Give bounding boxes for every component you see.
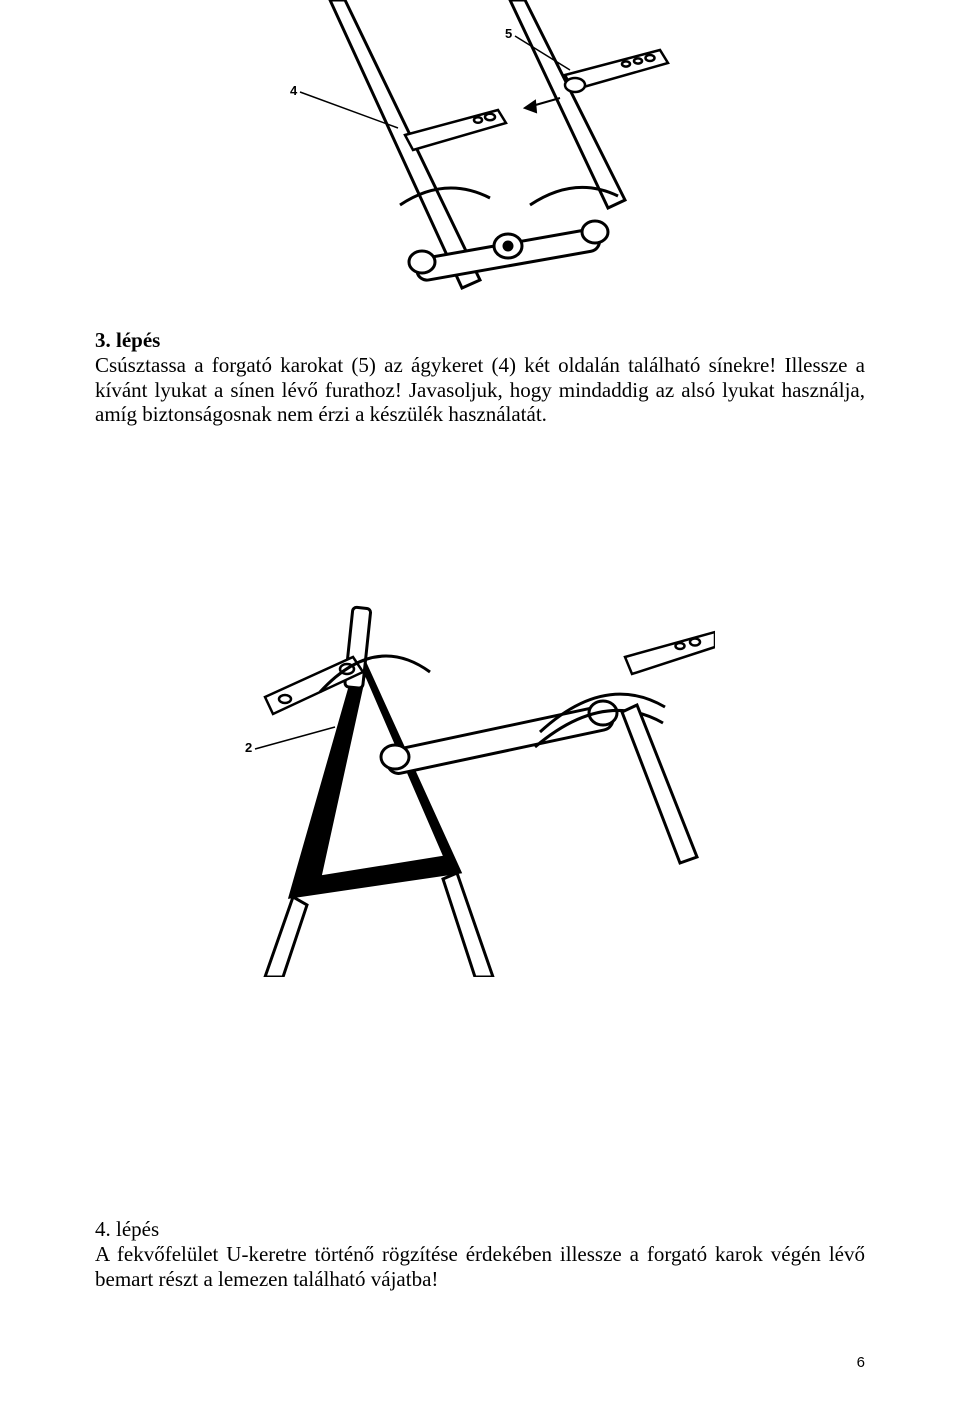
step4-title: 4. lépés — [95, 1217, 159, 1241]
callout-label-2: 2 — [245, 740, 252, 755]
step4-text: 4. lépés A fekvőfelület U-keretre történ… — [95, 1217, 865, 1291]
page-number: 6 — [857, 1354, 865, 1371]
diagram-step3: 4 5 — [230, 0, 730, 320]
step3-text: 3. lépés Csúsztassa a forgató karokat (5… — [95, 328, 865, 427]
step4-body: A fekvőfelület U-keretre történő rögzíté… — [95, 1242, 865, 1291]
step3-title: 3. lépés — [95, 328, 160, 352]
callout-label-5: 5 — [505, 26, 512, 41]
figure-step4: 2 — [95, 577, 865, 1077]
diagram-step4: 2 — [225, 577, 715, 977]
callout-label-4: 4 — [290, 83, 298, 98]
figure-step3: 4 5 — [95, 0, 865, 320]
